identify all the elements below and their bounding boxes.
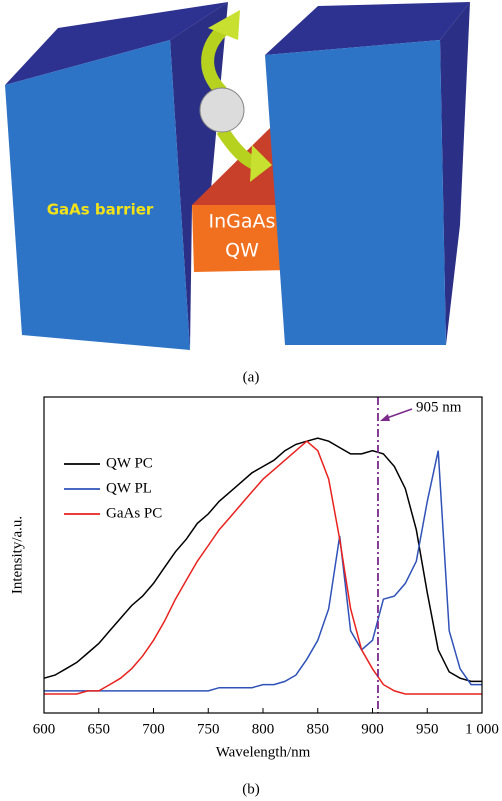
- barrier-label: GaAs barrier: [47, 201, 154, 219]
- arrowhead: [208, 10, 240, 40]
- legend-label: QW PC: [106, 455, 153, 471]
- caption: (a): [243, 369, 260, 385]
- qw-label: QW: [225, 240, 259, 262]
- particle: [199, 87, 245, 133]
- barrier-front: [265, 40, 446, 345]
- caption: (b): [242, 781, 260, 797]
- x-tick-label: 1 000: [465, 721, 499, 737]
- qw-label: InGaAs: [209, 211, 276, 233]
- series-line: [43, 437, 482, 683]
- arrow: [201, 23, 230, 97]
- x-tick-label: 900: [361, 721, 384, 737]
- x-axis-label: Wavelength/nm: [216, 744, 311, 760]
- barrier-side: [440, 2, 470, 345]
- x-tick-label: 950: [416, 721, 439, 737]
- barrier-front: [5, 40, 190, 350]
- series-line: [44, 440, 482, 695]
- panel-b: 905 nm 600 650 700 750 800 850 900 950 1 000 Wavel…: [9, 396, 499, 797]
- barrier-top: [5, 2, 228, 85]
- x-tick-label: 850: [307, 721, 330, 737]
- series-line: [44, 450, 482, 692]
- qw-front: [192, 205, 292, 272]
- legend-label: QW PL: [106, 480, 152, 496]
- y-axis-label: Intensity/a.u.: [9, 516, 25, 594]
- x-tick-label: 650: [88, 721, 111, 737]
- marker-arrowhead: [379, 414, 390, 421]
- legend-label: GaAs PC: [106, 505, 162, 521]
- x-tick-label: 600: [33, 721, 56, 737]
- arrowhead: [250, 145, 272, 182]
- x-tick-label: 750: [197, 721, 220, 737]
- qw-top: [192, 128, 292, 205]
- x-tick-label: 700: [142, 721, 165, 737]
- barrier-top: [265, 2, 470, 55]
- marker-label: 905 nm: [416, 399, 462, 415]
- x-tick-label: 800: [252, 721, 275, 737]
- panel-a: GaAs barrier InGaAs QW (a): [5, 2, 470, 385]
- plot-frame: [43, 396, 483, 714]
